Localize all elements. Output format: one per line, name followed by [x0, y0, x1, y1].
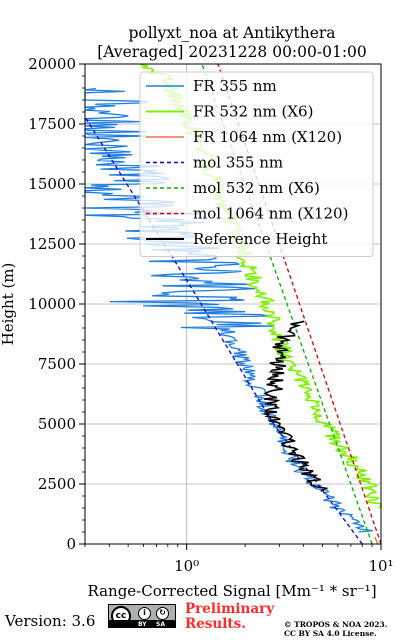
y-tick-label: 15000: [28, 175, 76, 193]
y-tick-label: 17500: [28, 115, 76, 133]
credit-line-2: CC BY SA 4.0 License.: [284, 629, 377, 638]
legend: FR 355 nm FR 532 nm (X6) FR 1064 nm (X120)…: [139, 71, 374, 257]
series-line: [374, 536, 379, 545]
preliminary-results-label: Preliminary Results.: [185, 602, 274, 632]
preliminary-line-1: Preliminary: [185, 601, 275, 617]
copyright-credit: © TROPOS & NOA 2023. CC BY SA 4.0 Licens…: [284, 620, 387, 638]
y-tick-label: 20000: [28, 55, 76, 73]
series-line: [84, 87, 373, 533]
legend-entry: mol 1064 nm (X120): [193, 205, 348, 223]
series-line: [263, 320, 329, 492]
badge-sa-text: SA: [156, 621, 165, 628]
axis-ticks: 0 2500 5000 7500 10000 12500 15000 17500 20000 10…: [28, 55, 393, 575]
badge-bar: [109, 620, 175, 627]
legend-entry: mol 532 nm (X6): [193, 179, 320, 197]
legend-entry: FR 1064 nm (X120): [193, 128, 342, 146]
legend-entry: Reference Height: [193, 230, 327, 248]
chart-title: pollyxt_noa at Antikythera: [128, 24, 335, 42]
x-tick-label: 10¹: [368, 557, 393, 575]
y-tick-label: 0: [66, 535, 76, 553]
legend-entry: mol 355 nm: [193, 154, 283, 172]
series-line: [84, 116, 363, 545]
y-tick-label: 5000: [38, 415, 76, 433]
y-tick-label: 7500: [38, 355, 76, 373]
legend-entry: FR 355 nm: [193, 77, 277, 95]
footer: Version: 3.6 cc i ↻ BY SA Preliminary Re…: [0, 600, 400, 640]
preliminary-line-2: Results.: [185, 616, 246, 632]
chart-subtitle: [Averaged] 20231228 00:00-01:00: [97, 43, 367, 61]
y-tick-label: 12500: [28, 235, 76, 253]
share-alike-icon: ↻: [156, 607, 169, 620]
series-line: [201, 63, 373, 545]
legend-entry: FR 532 nm (X6): [193, 103, 313, 121]
legend-box: [139, 71, 374, 257]
y-tick-label: 10000: [28, 295, 76, 313]
lidar-profile-chart: pollyxt_noa at Antikythera [Averaged] 20…: [0, 24, 394, 600]
badge-by-text: BY: [138, 621, 147, 628]
x-axis-label: Range-Corrected Signal [Mm⁻¹ * sr⁻¹]: [87, 582, 376, 600]
y-axis-label: Height (m): [0, 263, 17, 346]
y-tick-label: 2500: [38, 475, 76, 493]
attribution-icon: i: [138, 607, 151, 620]
cc-license-badge: cc i ↻ BY SA: [108, 604, 176, 628]
version-label: Version: 3.6: [5, 612, 96, 630]
credit-line-1: © TROPOS & NOA 2023.: [284, 620, 388, 629]
x-tick-label: 10⁰: [174, 557, 199, 575]
